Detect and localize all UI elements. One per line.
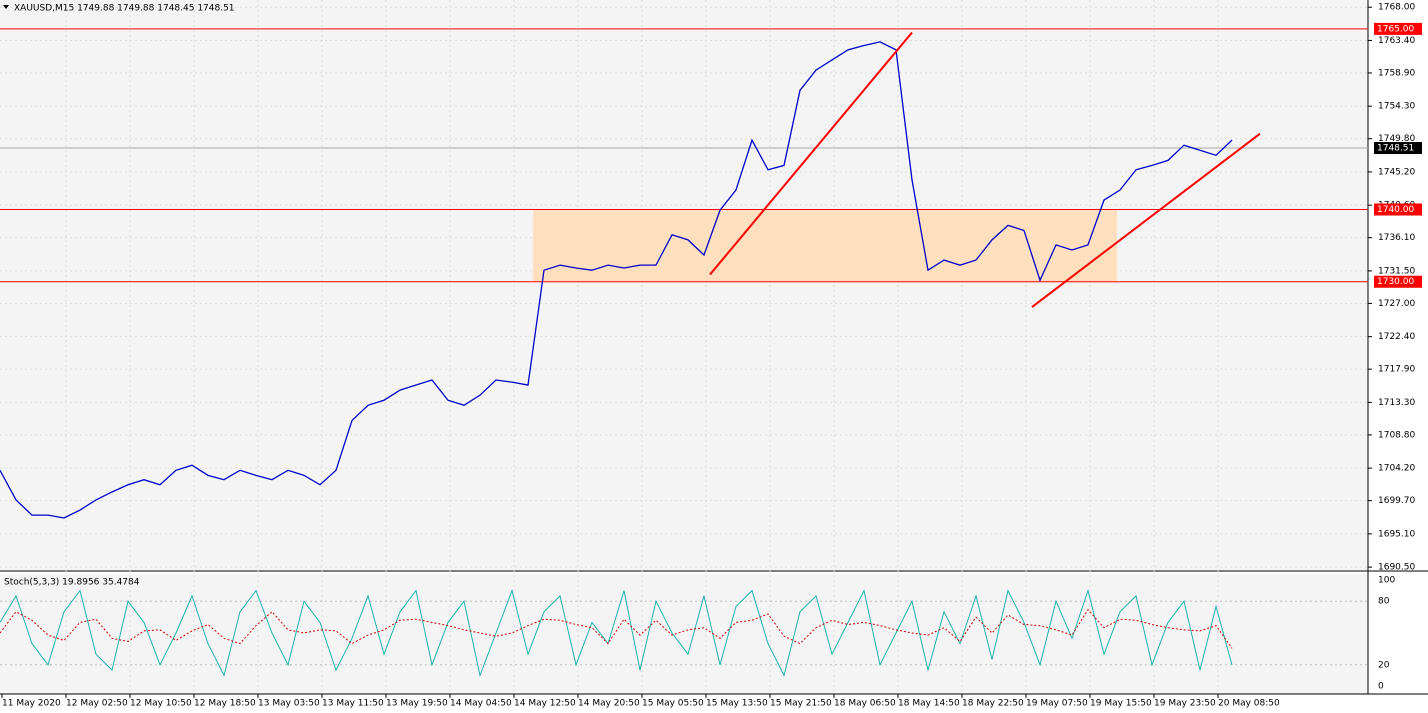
- y-tick-label: 1695.10: [1378, 529, 1415, 539]
- x-tick-label: 20 May 08:50: [1218, 699, 1280, 709]
- stoch-tick-label: 0: [1378, 682, 1384, 692]
- x-tick-label: 14 May 12:50: [514, 699, 576, 709]
- title-arrow: [3, 5, 9, 9]
- price-label: 1748.51: [1377, 144, 1414, 154]
- stoch-tick-label: 20: [1378, 660, 1390, 670]
- x-tick-label: 12 May 02:50: [66, 699, 128, 709]
- x-tick-label: 18 May 06:50: [834, 699, 896, 709]
- x-tick-label: 15 May 21:50: [770, 699, 832, 709]
- y-tick-label: 1731.50: [1378, 266, 1415, 276]
- x-tick-label: 15 May 13:50: [706, 699, 768, 709]
- y-tick-label: 1745.20: [1378, 167, 1415, 177]
- x-tick-label: 12 May 18:50: [194, 699, 256, 709]
- y-tick-label: 1754.30: [1378, 102, 1415, 112]
- trendline: [709, 31, 913, 276]
- price-line-series: [0, 41, 1233, 519]
- y-tick-label: 1722.40: [1378, 332, 1415, 342]
- x-tick-label: 18 May 22:50: [962, 699, 1024, 709]
- x-tick-label: 18 May 14:50: [898, 699, 960, 709]
- stoch-panel: [0, 574, 1368, 694]
- x-tick-label: 13 May 19:50: [386, 699, 448, 709]
- y-tick-label: 1768.00: [1378, 3, 1415, 13]
- y-tick-label: 1690.50: [1378, 563, 1415, 573]
- y-tick-label: 1713.30: [1378, 398, 1415, 408]
- stoch-main: [0, 588, 1233, 678]
- level-box: [1374, 22, 1422, 35]
- stoch-tick-label: 80: [1378, 597, 1390, 607]
- y-tick-label: 1717.90: [1378, 365, 1415, 375]
- level-label: 1730.00: [1377, 277, 1414, 287]
- level-box: [1374, 275, 1422, 288]
- y-tick-label: 1763.40: [1378, 36, 1415, 46]
- x-tick-label: 19 May 23:50: [1154, 699, 1216, 709]
- level-label: 1765.00: [1377, 24, 1414, 34]
- y-tick-label: 1749.80: [1378, 134, 1415, 144]
- x-tick-label: 19 May 15:50: [1090, 699, 1152, 709]
- chart-title: XAUUSD,M15 1749.88 1749.88 1748.45 1748.…: [14, 4, 235, 14]
- stoch-signal: [0, 608, 1233, 649]
- y-tick-label: 1736.10: [1378, 233, 1415, 243]
- x-tick-label: 19 May 07:50: [1026, 699, 1088, 709]
- zone: [533, 209, 1117, 282]
- level-label: 1740.00: [1377, 205, 1414, 215]
- y-tick-label: 1727.00: [1378, 299, 1415, 309]
- x-tick-label: 14 May 04:50: [450, 699, 512, 709]
- x-tick-label: 15 May 05:50: [642, 699, 704, 709]
- y-tick-label: 1699.70: [1378, 496, 1415, 506]
- y-tick-label: 1708.80: [1378, 430, 1415, 440]
- x-tick-label: 12 May 10:50: [130, 699, 192, 709]
- trendline: [1031, 132, 1261, 308]
- stoch-title: Stoch(5,3,3) 19.8956 35.4784: [4, 578, 140, 588]
- stoch-tick-label: 100: [1378, 576, 1395, 586]
- price-box: [1374, 142, 1422, 155]
- x-tick-label: 13 May 11:50: [322, 699, 384, 709]
- level-box: [1374, 203, 1422, 216]
- main-panel: [0, 0, 1368, 570]
- x-tick-label: 14 May 20:50: [578, 699, 640, 709]
- x-tick-label: 11 May 2020: [2, 699, 61, 709]
- y-tick-label: 1758.90: [1378, 68, 1415, 78]
- y-tick-label: 1704.20: [1378, 464, 1415, 474]
- x-tick-label: 13 May 03:50: [258, 699, 320, 709]
